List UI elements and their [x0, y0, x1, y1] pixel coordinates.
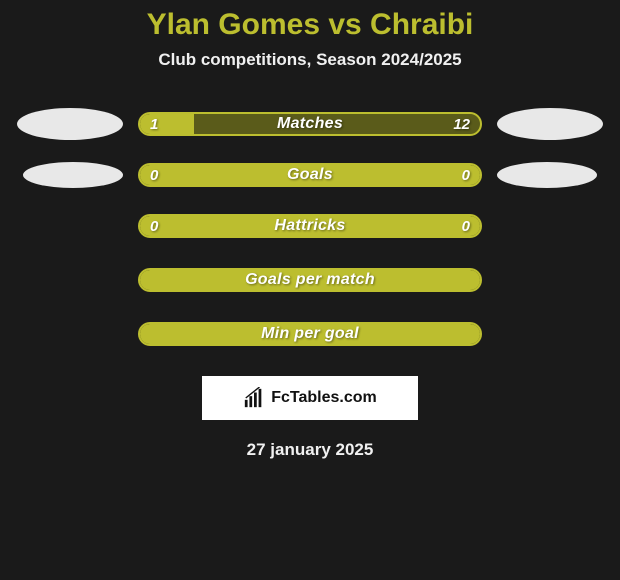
- footer-date: 27 january 2025: [247, 440, 374, 460]
- stat-bar-goals: 0 Goals 0: [138, 163, 482, 187]
- side-spacer: [497, 210, 603, 242]
- stat-left-value: 0: [150, 167, 158, 184]
- stat-right-value: 0: [462, 167, 470, 184]
- stat-left-value: 1: [150, 116, 158, 133]
- stat-label: Min per goal: [261, 325, 359, 343]
- page-title: Ylan Gomes vs Chraibi: [147, 8, 474, 42]
- stat-row-matches: 1 Matches 12: [0, 108, 620, 140]
- brand-text: FcTables.com: [271, 389, 377, 407]
- stat-right-value: 0: [462, 218, 470, 235]
- side-spacer: [497, 318, 603, 350]
- bar-fill-left: [140, 114, 194, 134]
- stat-row-min-per-goal: Min per goal: [0, 318, 620, 350]
- side-spacer: [17, 210, 123, 242]
- player-left-ellipse: [17, 108, 123, 140]
- stat-label: Hattricks: [274, 217, 345, 235]
- side-spacer: [17, 318, 123, 350]
- stat-bar-matches: 1 Matches 12: [138, 112, 482, 136]
- stat-row-goals-per-match: Goals per match: [0, 264, 620, 296]
- stat-bar-hattricks: 0 Hattricks 0: [138, 214, 482, 238]
- player-right-ellipse: [497, 108, 603, 140]
- stat-bar-goals-per-match: Goals per match: [138, 268, 482, 292]
- player-left-ellipse: [23, 162, 123, 188]
- brand-chart-icon: [243, 387, 265, 409]
- stat-row-goals: 0 Goals 0: [0, 162, 620, 188]
- stat-label: Matches: [277, 115, 343, 133]
- side-spacer: [17, 264, 123, 296]
- stat-row-hattricks: 0 Hattricks 0: [0, 210, 620, 242]
- stat-left-value: 0: [150, 218, 158, 235]
- brand-box: FcTables.com: [202, 376, 418, 420]
- stat-right-value: 12: [453, 116, 470, 133]
- stat-bar-min-per-goal: Min per goal: [138, 322, 482, 346]
- page-subtitle: Club competitions, Season 2024/2025: [158, 50, 461, 70]
- side-spacer: [497, 264, 603, 296]
- stat-label: Goals: [287, 166, 333, 184]
- comparison-infographic: Ylan Gomes vs Chraibi Club competitions,…: [0, 0, 620, 460]
- stat-label: Goals per match: [245, 271, 375, 289]
- player-right-ellipse: [497, 162, 597, 188]
